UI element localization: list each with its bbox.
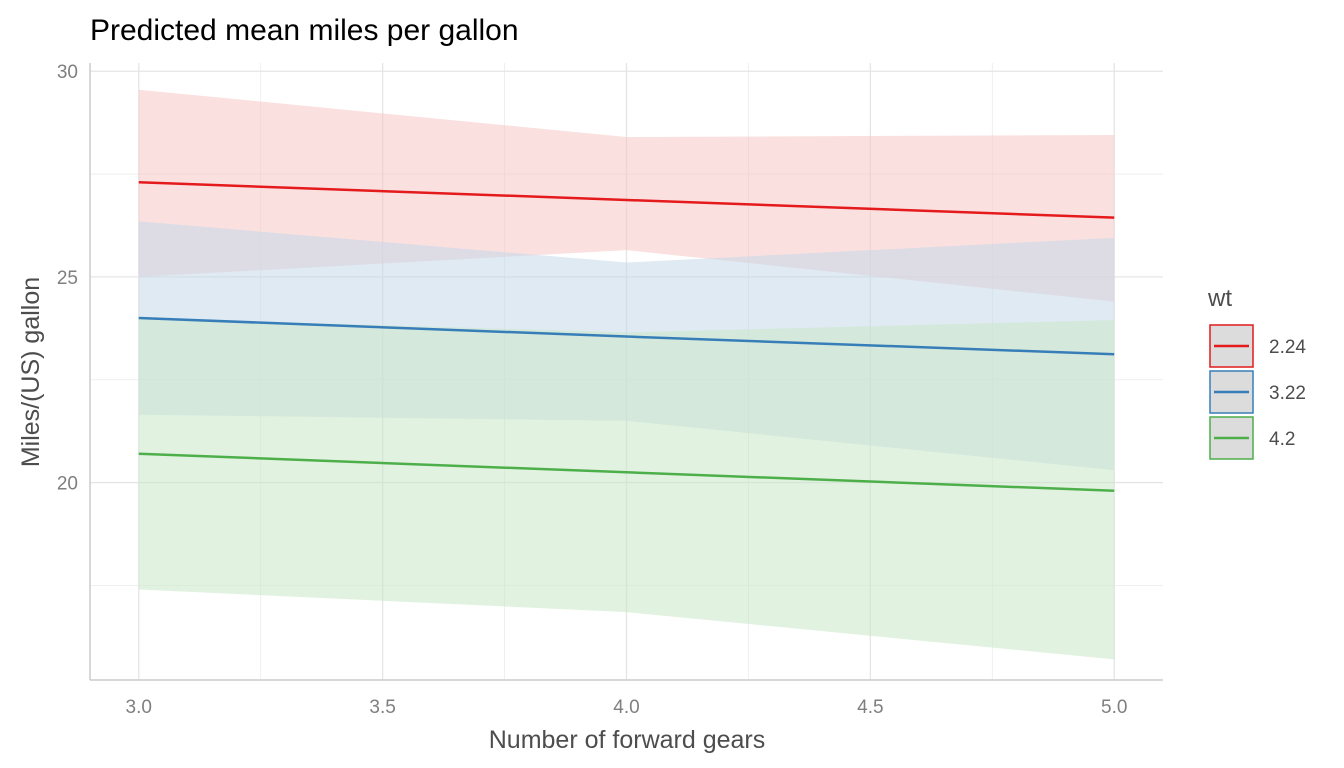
x-tick-label: 3.5 bbox=[369, 697, 395, 718]
confidence-band-2 bbox=[138, 318, 1115, 660]
legend-label: 3.22 bbox=[1269, 383, 1306, 404]
x-tick-label: 3.0 bbox=[126, 697, 152, 718]
legend-label: 4.2 bbox=[1269, 429, 1295, 450]
x-tick-labels: 3.0 3.5 4.0 4.5 5.0 bbox=[126, 697, 1128, 718]
y-axis-title: Miles/(US) gallon bbox=[17, 277, 45, 467]
x-tick-label: 4.5 bbox=[857, 697, 883, 718]
axes bbox=[89, 63, 1163, 681]
confidence-bands bbox=[138, 89, 1115, 660]
y-tick-labels: 20 25 30 bbox=[57, 62, 78, 494]
legend-item: 3.22 bbox=[1209, 370, 1306, 414]
series-lines bbox=[138, 181, 1115, 493]
series-line-1 bbox=[138, 316, 1115, 356]
legend-title: wt bbox=[1207, 285, 1232, 312]
series-line-0 bbox=[138, 181, 1115, 219]
series-line-2 bbox=[138, 452, 1115, 493]
legend-item: 2.24 bbox=[1209, 324, 1306, 368]
chart-title: Predicted mean miles per gallon bbox=[90, 14, 519, 47]
y-tick-label: 25 bbox=[57, 268, 78, 289]
legend: wt 2.24 3.22 4.2 bbox=[1207, 285, 1306, 460]
y-tick-label: 20 bbox=[57, 474, 78, 495]
x-axis-title: Number of forward gears bbox=[489, 726, 766, 754]
legend-label: 2.24 bbox=[1269, 337, 1306, 358]
legend-item: 4.2 bbox=[1209, 416, 1295, 460]
x-tick-label: 4.0 bbox=[613, 697, 639, 718]
x-tick-label: 5.0 bbox=[1101, 697, 1127, 718]
y-tick-label: 30 bbox=[57, 62, 78, 83]
